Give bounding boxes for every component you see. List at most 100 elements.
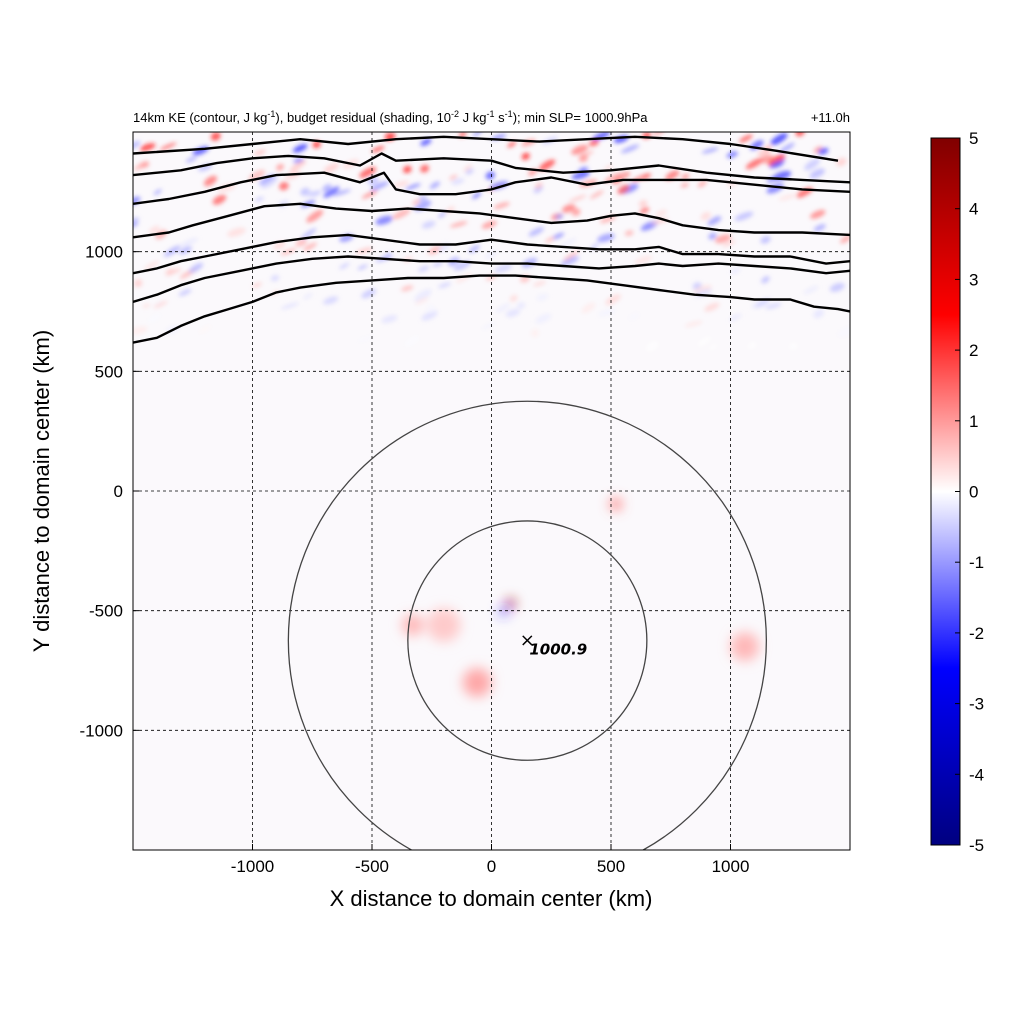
residual-noise-mark [414, 289, 432, 302]
colorbar-tick-label: 3 [969, 270, 978, 289]
residual-noise-mark [638, 200, 648, 208]
residual-noise-mark [700, 212, 711, 221]
residual-noise-mark [303, 293, 313, 300]
residual-noise-mark [293, 158, 304, 164]
residual-noise-mark [393, 180, 410, 188]
residual-noise-mark [560, 256, 580, 266]
residual-noise-mark [761, 276, 770, 284]
residual-noise-mark [419, 195, 428, 203]
residual-noise-mark [590, 243, 599, 250]
residual-noise-mark [133, 279, 143, 288]
residual-noise-mark [701, 147, 719, 154]
residual-noise-mark [429, 181, 441, 189]
y-axis-label: Y distance to domain center (km) [29, 330, 54, 652]
residual-noise-mark [708, 232, 717, 240]
residual-feature [499, 607, 508, 616]
residual-noise-mark [804, 158, 820, 171]
storm-center-group: × 1000.9 [520, 630, 587, 659]
residual-noise-mark [481, 220, 497, 229]
residual-noise-mark [420, 164, 430, 173]
residual-noise-mark [375, 215, 393, 225]
residual-noise-mark [147, 313, 161, 324]
residual-noise-mark [142, 303, 151, 308]
residual-noise-mark [421, 220, 436, 229]
residual-noise-mark [665, 170, 680, 181]
residual-noise-mark [770, 160, 784, 169]
residual-noise-mark [140, 143, 156, 152]
residual-noise-mark [306, 209, 324, 223]
residual-noise-mark [418, 265, 430, 273]
residual-noise-mark [133, 196, 141, 206]
colorbar-tick-label: 2 [969, 341, 978, 360]
residual-noise-mark [134, 160, 149, 171]
residual-noise-mark [164, 245, 181, 257]
residual-noise-mark [179, 238, 198, 247]
residual-noise-mark [639, 207, 650, 214]
residual-noise-mark [534, 182, 543, 189]
residual-noise-mark [617, 184, 630, 195]
residual-noise-mark [655, 209, 667, 217]
residual-noise-mark [604, 172, 622, 183]
residual-noise-mark [528, 227, 544, 237]
residual-noise-mark [276, 163, 284, 171]
residual-noise-mark [615, 171, 631, 181]
residual-noise-mark [494, 263, 513, 273]
residual-noise-mark [392, 208, 411, 220]
residual-noise-mark [451, 178, 465, 185]
residual-noise-mark [300, 228, 317, 240]
residual-noise-mark [295, 239, 308, 247]
residual-noise-mark [401, 285, 414, 292]
residual-noise-mark [739, 134, 753, 143]
residual-noise-mark [813, 309, 825, 319]
residual-noise-mark [253, 149, 266, 156]
residual-noise-mark [449, 221, 468, 228]
residual-noise-mark [568, 194, 587, 203]
residual-noise-mark [144, 260, 159, 271]
colorbar-tick-label: 5 [969, 129, 978, 148]
range-rings [287, 400, 767, 850]
residual-feature [462, 668, 492, 697]
residual-noise-mark [697, 180, 707, 188]
residual-noise-mark [559, 238, 577, 248]
residual-noise-mark [149, 225, 160, 234]
residual-noise-mark [472, 192, 482, 199]
residual-noise-mark [624, 230, 634, 236]
residual-noise-mark [279, 181, 289, 191]
residual-noise-mark [536, 293, 549, 301]
residual-noise-mark [813, 224, 826, 232]
ke-contour [133, 171, 850, 205]
residual-noise-mark [597, 233, 615, 243]
residual-noise-mark [421, 310, 438, 321]
residual-noise-mark [509, 295, 518, 302]
residual-features [401, 498, 760, 697]
residual-noise-mark [571, 208, 581, 216]
storm-center-marker: × [520, 630, 535, 651]
residual-noise-mark [760, 236, 771, 244]
residual-noise-mark [589, 190, 604, 199]
residual-feature [609, 498, 622, 511]
residual-noise-mark [562, 204, 576, 213]
colorbar-tick-label: -5 [969, 836, 984, 855]
residual-noise-mark [185, 156, 197, 163]
ke-contour [133, 233, 850, 275]
residual-noise-mark [745, 158, 764, 170]
residual-noise-mark [767, 154, 786, 167]
residual-noise-mark [332, 189, 351, 196]
residual-noise-mark [420, 138, 432, 146]
residual-noise-mark [588, 139, 600, 147]
residual-noise-mark [539, 159, 556, 171]
colorbar-tick-label: -1 [969, 553, 984, 572]
residual-noise-mark [829, 283, 845, 292]
residual-noise-mark [533, 185, 543, 194]
residual-feature [426, 608, 461, 642]
residual-noise-mark [165, 268, 175, 276]
ke-contour [133, 274, 850, 344]
residual-noise-mark [293, 143, 308, 153]
residual-noise-mark [571, 171, 590, 180]
colorbar-tick-label: -3 [969, 695, 984, 714]
residual-noise-mark [339, 262, 350, 270]
residual-noise-mark [252, 282, 262, 288]
residual-noise-mark [535, 313, 552, 324]
colorbar-tick-label: -2 [969, 624, 984, 643]
residual-noise-mark [620, 144, 640, 154]
